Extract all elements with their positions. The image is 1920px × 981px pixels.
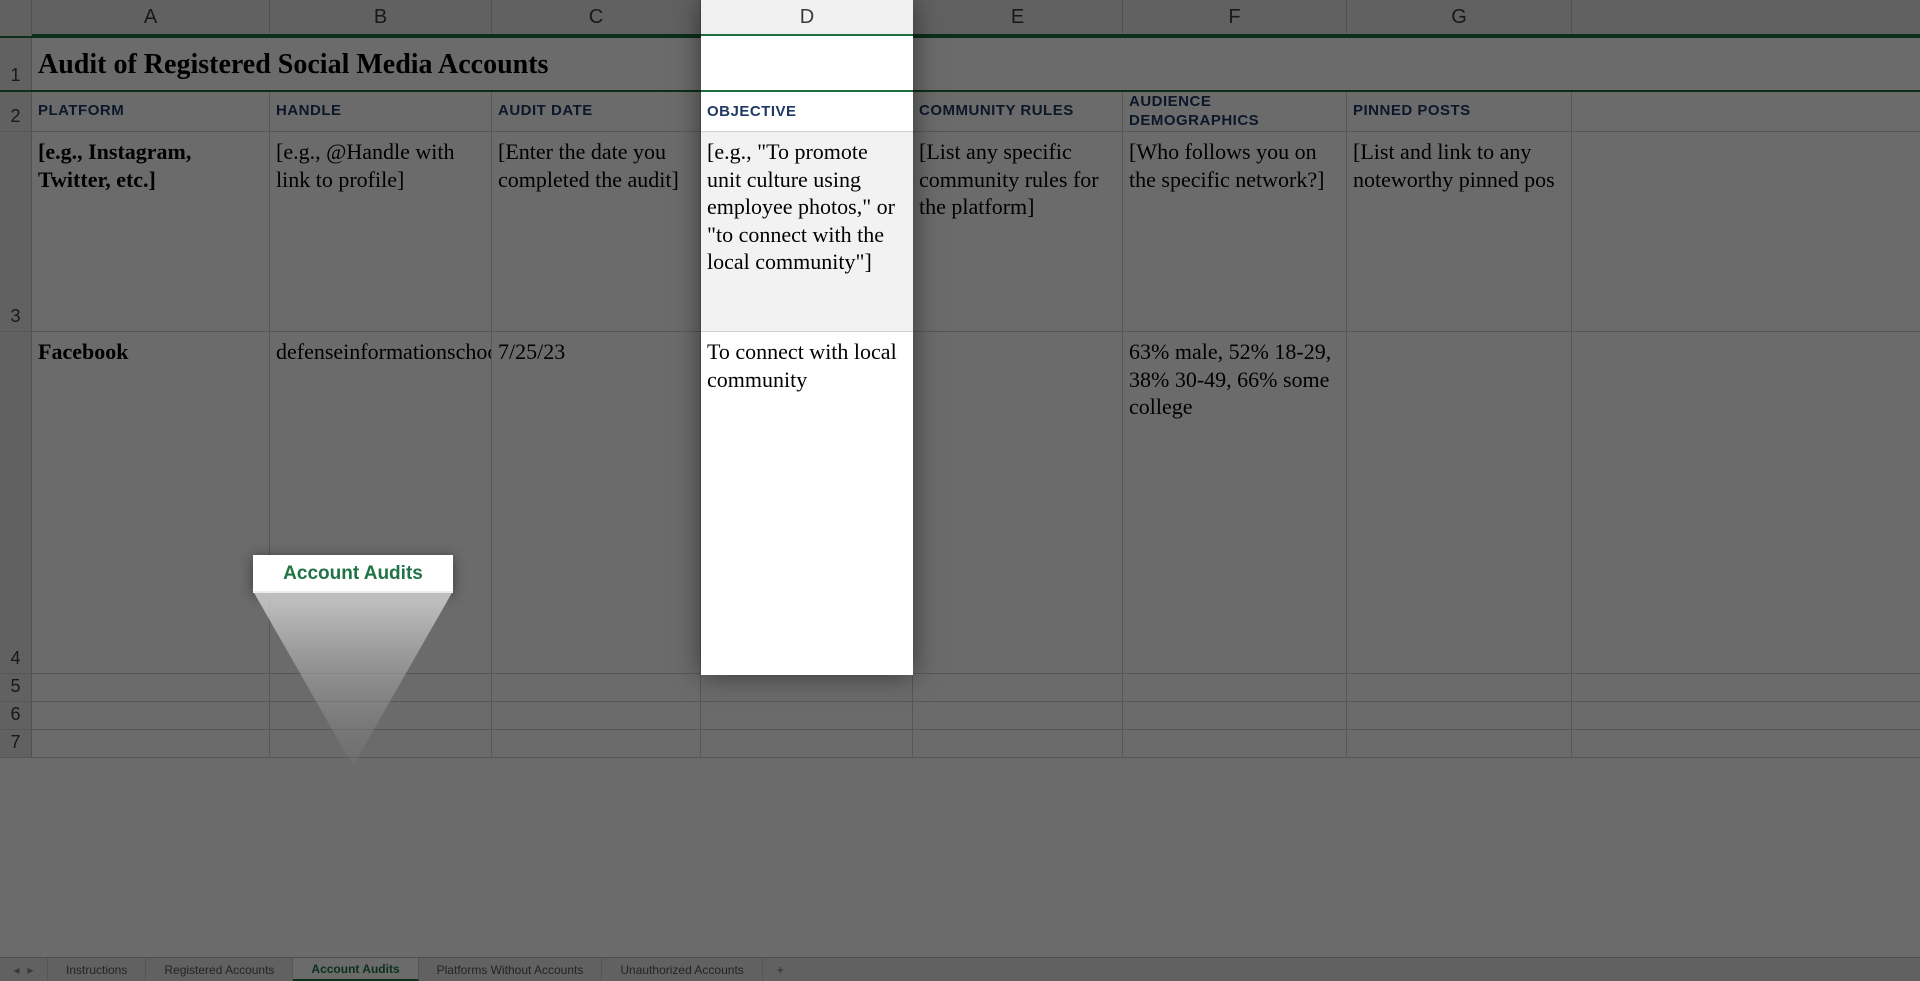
callout-account-audits: Account Audits: [253, 555, 453, 593]
cell-C4[interactable]: 7/25/23: [492, 332, 701, 673]
tab-instructions[interactable]: Instructions: [48, 958, 146, 981]
header-cell-platform[interactable]: PLATFORM: [32, 92, 270, 131]
header-cell-demographics[interactable]: AUDIENCE DEMOGRAPHICS: [1123, 92, 1347, 131]
tab-nav[interactable]: ◂ ▸: [0, 958, 48, 981]
row-header-7[interactable]: 7: [0, 730, 32, 757]
cell-A5[interactable]: [32, 674, 270, 701]
cell-G5[interactable]: [1347, 674, 1572, 701]
spreadsheet: A B C D E F G 1 Audit of Registered Soci…: [0, 0, 1920, 981]
col-header-F[interactable]: F: [1123, 0, 1347, 34]
row-2: 2 PLATFORM HANDLE AUDIT DATE OBJECTIVE C…: [0, 92, 1920, 132]
cell-E3[interactable]: [List any specific community rules for t…: [913, 132, 1123, 331]
cell-D3[interactable]: [e.g., "To promote unit culture using em…: [701, 132, 913, 331]
column-headers: A B C D E F G: [0, 0, 1920, 36]
cell-E4[interactable]: [913, 332, 1123, 673]
cell-F5[interactable]: [1123, 674, 1347, 701]
cell-C7[interactable]: [492, 730, 701, 757]
row-header-3[interactable]: 3: [0, 132, 32, 331]
col-header-G[interactable]: G: [1347, 0, 1572, 34]
chevron-left-icon: ◂: [13, 963, 19, 977]
row-header-4[interactable]: 4: [0, 332, 32, 673]
cell-G4[interactable]: [1347, 332, 1572, 673]
tab-account-audits[interactable]: Account Audits: [293, 958, 418, 981]
cell-A3[interactable]: [e.g., Instagram, Twitter, etc.]: [32, 132, 270, 331]
header-cell-handle[interactable]: HANDLE: [270, 92, 492, 131]
cell-E7[interactable]: [913, 730, 1123, 757]
col-header-E[interactable]: E: [913, 0, 1123, 34]
row-header-2[interactable]: 2: [0, 92, 32, 131]
select-all-corner[interactable]: [0, 0, 32, 36]
cell-C3[interactable]: [Enter the date you completed the audit]: [492, 132, 701, 331]
sheet-tabs: ◂ ▸ Instructions Registered Accounts Acc…: [0, 957, 1920, 981]
cell-A6[interactable]: [32, 702, 270, 729]
cell-A4[interactable]: Facebook: [32, 332, 270, 673]
callout-pointer: [253, 591, 453, 766]
title-cell[interactable]: Audit of Registered Social Media Account…: [32, 38, 1572, 90]
tab-registered-accounts[interactable]: Registered Accounts: [146, 958, 293, 981]
cell-E5[interactable]: [913, 674, 1123, 701]
cell-F6[interactable]: [1123, 702, 1347, 729]
col-header-B[interactable]: B: [270, 0, 492, 34]
cell-D5[interactable]: [701, 674, 913, 701]
row-3: 3 [e.g., Instagram, Twitter, etc.] [e.g.…: [0, 132, 1920, 332]
add-sheet-button[interactable]: +: [763, 958, 798, 981]
cell-B3[interactable]: [e.g., @Handle with link to profile]: [270, 132, 492, 331]
cell-G7[interactable]: [1347, 730, 1572, 757]
header-cell-audit-date[interactable]: AUDIT DATE: [492, 92, 701, 131]
cell-E6[interactable]: [913, 702, 1123, 729]
col-header-D[interactable]: D: [701, 0, 913, 34]
chevron-right-icon: ▸: [28, 963, 34, 977]
row-1: 1 Audit of Registered Social Media Accou…: [0, 36, 1920, 92]
header-cell-community-rules[interactable]: COMMUNITY RULES: [913, 92, 1123, 131]
cell-D6[interactable]: [701, 702, 913, 729]
cell-F7[interactable]: [1123, 730, 1347, 757]
header-cell-objective[interactable]: OBJECTIVE: [701, 92, 913, 131]
cell-F4[interactable]: 63% male, 52% 18-29, 38% 30-49, 66% some…: [1123, 332, 1347, 673]
cell-A7[interactable]: [32, 730, 270, 757]
col-header-A[interactable]: A: [32, 0, 270, 34]
cell-C6[interactable]: [492, 702, 701, 729]
cell-F3[interactable]: [Who follows you on the specific network…: [1123, 132, 1347, 331]
col-header-C[interactable]: C: [492, 0, 701, 34]
tab-unauthorized-accounts[interactable]: Unauthorized Accounts: [602, 958, 762, 981]
header-cell-pinned-posts[interactable]: PINNED POSTS: [1347, 92, 1572, 131]
cell-G6[interactable]: [1347, 702, 1572, 729]
row-header-5[interactable]: 5: [0, 674, 32, 701]
plus-icon: +: [777, 963, 784, 977]
row-header-6[interactable]: 6: [0, 702, 32, 729]
tab-platforms-without-accounts[interactable]: Platforms Without Accounts: [419, 958, 603, 981]
cell-G3[interactable]: [List and link to any noteworthy pinned …: [1347, 132, 1572, 331]
cell-D4[interactable]: To connect with local community: [701, 332, 913, 673]
cell-C5[interactable]: [492, 674, 701, 701]
row-header-1[interactable]: 1: [0, 38, 32, 90]
cell-D7[interactable]: [701, 730, 913, 757]
